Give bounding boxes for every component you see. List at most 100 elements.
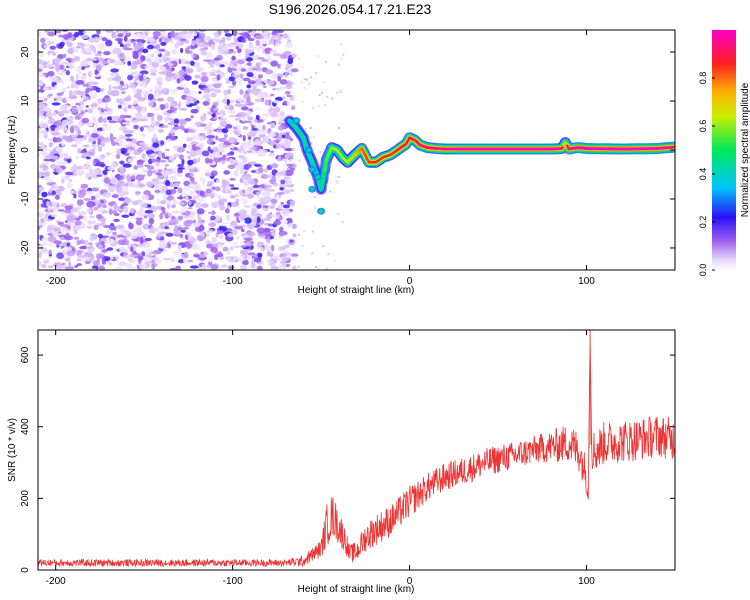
noise-blob <box>257 57 265 60</box>
noise-blob <box>120 166 125 172</box>
noise-blob <box>118 197 125 201</box>
noise-speck <box>317 105 320 108</box>
noise-blob <box>38 243 41 246</box>
noise-blob <box>81 111 85 115</box>
noise-blob <box>40 217 45 224</box>
noise-blob <box>257 246 264 251</box>
noise-blob <box>230 201 239 208</box>
noise-blob <box>229 178 236 181</box>
ridge-blob <box>294 118 299 123</box>
noise-blob <box>159 222 164 227</box>
noise-blob <box>77 192 85 199</box>
noise-blob <box>264 69 274 75</box>
noise-blob <box>240 68 247 72</box>
noise-blob <box>102 44 107 50</box>
noise-blob <box>178 58 182 65</box>
noise-blob <box>228 265 235 270</box>
noise-blob <box>289 208 293 212</box>
noise-blob <box>158 225 166 229</box>
noise-blob <box>240 142 247 148</box>
noise-blob <box>232 51 237 54</box>
noise-blob <box>260 149 268 154</box>
noise-blob <box>211 186 216 190</box>
noise-blob <box>267 223 273 227</box>
noise-blob <box>285 264 290 267</box>
noise-blob <box>187 129 196 134</box>
noise-blob <box>42 123 49 129</box>
noise-blob <box>93 260 100 267</box>
noise-blob <box>226 152 232 156</box>
noise-blob <box>179 233 183 238</box>
noise-blob <box>121 121 131 125</box>
noise-blob <box>58 111 63 117</box>
noise-blob <box>256 123 263 129</box>
colorbar: 0.0 0.2 0.4 0.6 0.8 Normalized spectral ampl… <box>698 30 750 276</box>
noise-blob <box>178 100 182 107</box>
noise-blob <box>291 104 295 109</box>
noise-speck <box>298 233 301 236</box>
noise-blob <box>214 151 221 159</box>
noise-blob <box>192 97 198 103</box>
noise-blob <box>281 219 288 224</box>
noise-blob <box>76 135 84 139</box>
noise-blob <box>105 136 111 143</box>
noise-blob <box>268 261 275 267</box>
noise-blob <box>268 107 277 115</box>
noise-blob <box>223 89 227 96</box>
noise-blob <box>142 83 148 89</box>
noise-blob <box>171 49 178 55</box>
noise-blob <box>96 174 103 177</box>
noise-blob <box>97 116 103 123</box>
noise-blob <box>240 249 249 255</box>
noise-speck <box>323 81 326 84</box>
colorbar-ticks: 0.0 0.2 0.4 0.6 0.8 <box>698 72 715 276</box>
noise-blob <box>126 262 133 270</box>
noise-blob <box>103 177 111 184</box>
noise-blob <box>216 74 221 81</box>
noise-blob <box>177 215 184 221</box>
noise-blob <box>97 98 103 104</box>
noise-blob <box>279 226 284 233</box>
noise-speck <box>298 57 300 60</box>
noise-blob <box>66 246 72 251</box>
noise-blob <box>228 184 234 187</box>
noise-blob <box>135 191 141 195</box>
noise-blob <box>214 186 221 192</box>
noise-blob <box>160 207 166 211</box>
noise-blob <box>148 217 155 225</box>
noise-blob <box>261 58 269 63</box>
noise-blob <box>205 159 211 163</box>
noise-blob <box>286 135 292 139</box>
noise-blob <box>254 98 264 103</box>
noise-blob <box>263 85 267 89</box>
noise-blob <box>170 30 175 35</box>
noise-blob <box>115 186 123 193</box>
noise-blob <box>41 129 48 135</box>
noise-blob <box>161 55 168 60</box>
noise-blob <box>51 102 61 106</box>
noise-blob <box>231 145 234 149</box>
snr-y-tick-label: 0 <box>20 567 31 573</box>
noise-blob <box>116 148 122 156</box>
noise-blob <box>142 133 146 138</box>
noise-blob <box>150 72 157 76</box>
noise-blob <box>94 193 101 198</box>
noise-blob <box>271 36 279 40</box>
noise-blob <box>254 78 263 85</box>
noise-blob <box>290 68 299 73</box>
noise-blob <box>112 231 117 236</box>
noise-blob <box>122 163 132 168</box>
noise-blob <box>133 125 139 130</box>
noise-blob <box>142 144 145 151</box>
noise-blob <box>274 88 282 92</box>
noise-blob <box>107 165 116 171</box>
noise-blob <box>147 127 154 131</box>
noise-blob <box>170 188 177 194</box>
noise-blob <box>136 88 143 95</box>
noise-blob <box>51 131 60 136</box>
noise-blob <box>283 142 291 149</box>
noise-speck <box>314 206 317 209</box>
noise-blob <box>163 257 171 261</box>
noise-blob <box>141 158 150 162</box>
noise-speck <box>337 212 340 215</box>
